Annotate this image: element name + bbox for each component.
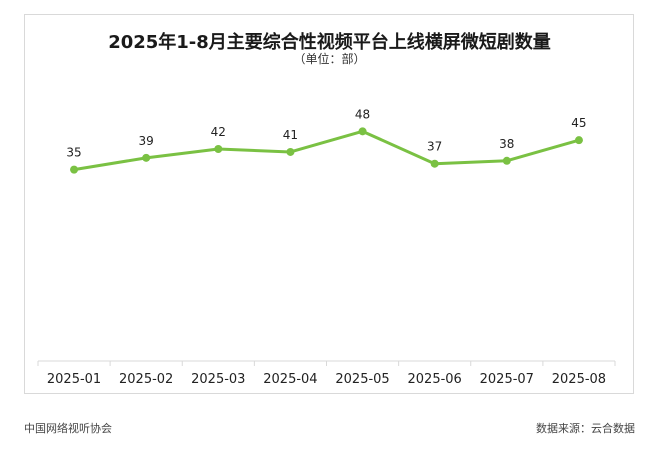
chart-subtitle: （单位：部） [293, 52, 366, 66]
chart-frame [24, 14, 634, 394]
x-tick-label: 2025-08 [552, 372, 606, 387]
x-tick-label: 2025-02 [119, 372, 173, 387]
data-point [358, 127, 367, 136]
series-line [72, 129, 581, 172]
x-tick-label: 2025-04 [263, 372, 317, 387]
data-point [574, 136, 583, 145]
data-label: 48 [355, 107, 370, 121]
chart-title: 2025年1-8月主要综合性视频平台上线横屏微短剧数量 [108, 32, 551, 53]
footer-organization: 中国网络视听协会 [24, 422, 112, 435]
data-point [286, 147, 295, 156]
x-tick-label: 2025-01 [47, 372, 101, 387]
data-label: 37 [427, 140, 442, 154]
data-point [70, 165, 79, 174]
x-tick-label: 2025-05 [335, 372, 389, 387]
data-label: 45 [571, 116, 586, 130]
data-label: 42 [211, 125, 226, 139]
x-tick-label: 2025-03 [191, 372, 245, 387]
data-label: 41 [283, 128, 298, 142]
data-label: 39 [139, 134, 154, 148]
data-point [142, 153, 151, 162]
data-point [430, 159, 439, 168]
x-tick-label: 2025-07 [480, 372, 534, 387]
x-tick-label: 2025-06 [408, 372, 462, 387]
data-point [502, 156, 511, 165]
footer-source: 数据来源：云合数据 [536, 422, 635, 435]
data-label: 35 [66, 146, 81, 160]
data-label: 38 [499, 137, 514, 151]
data-point [214, 145, 223, 153]
